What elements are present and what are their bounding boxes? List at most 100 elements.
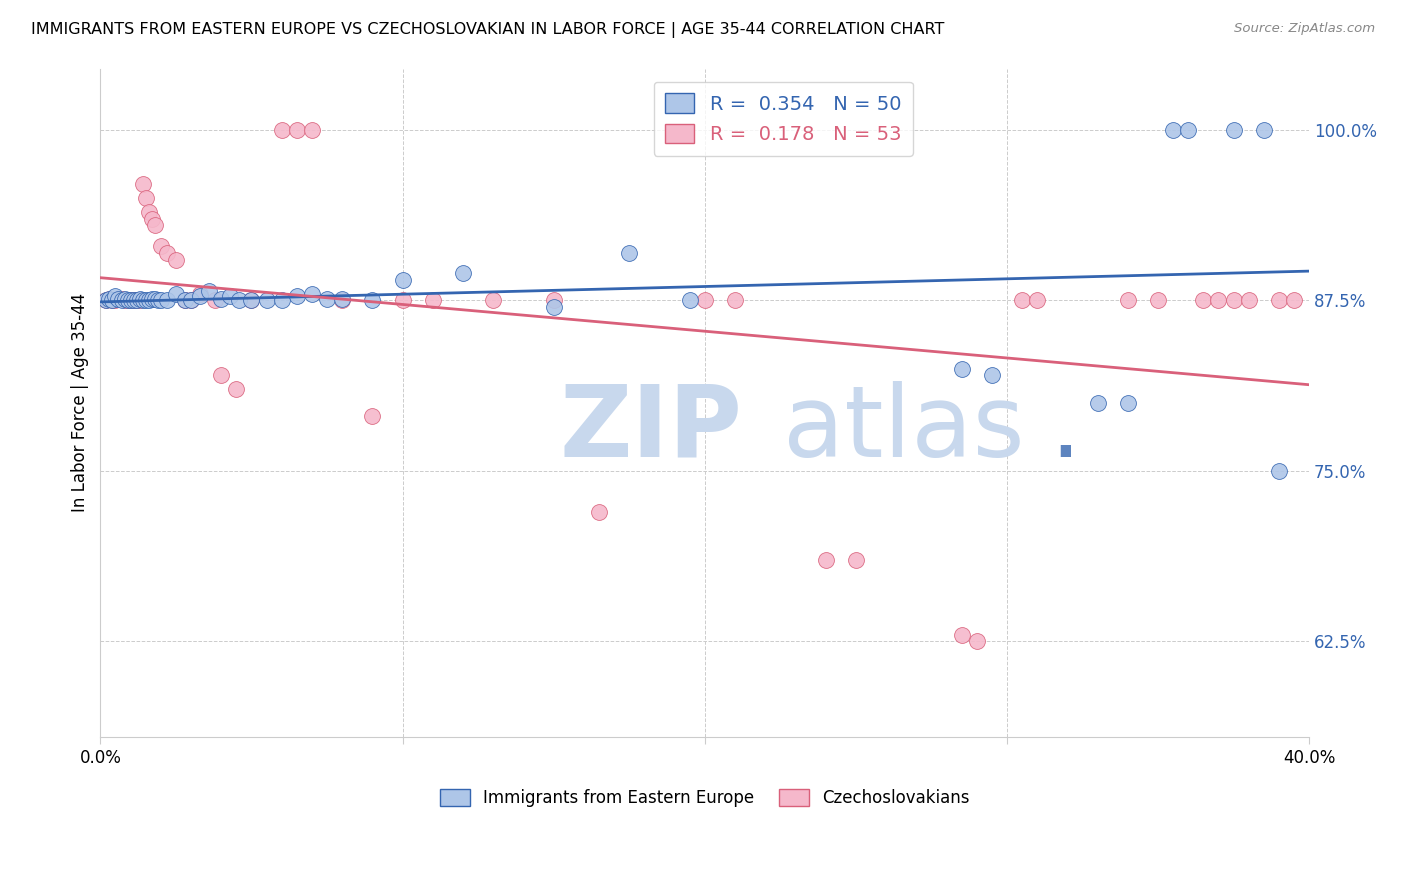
Point: [451, 266, 474, 280]
Legend: Immigrants from Eastern Europe, Czechoslovakians: Immigrants from Eastern Europe, Czechosl…: [433, 782, 977, 814]
Point: [361, 409, 384, 424]
Point: [104, 289, 127, 303]
Point: [724, 293, 747, 308]
Point: [588, 505, 610, 519]
Point: [1253, 123, 1275, 137]
Y-axis label: In Labor Force | Age 35-44: In Labor Force | Age 35-44: [72, 293, 89, 512]
Point: [301, 286, 323, 301]
Point: [174, 293, 197, 308]
Point: [120, 293, 142, 308]
Point: [391, 293, 413, 308]
Point: [128, 293, 150, 308]
Point: [422, 293, 444, 308]
Point: [117, 293, 139, 308]
Point: [1282, 293, 1305, 308]
Point: [225, 382, 247, 396]
Point: [125, 293, 148, 308]
Point: [1222, 123, 1244, 137]
Point: [125, 293, 148, 308]
Point: [165, 286, 187, 301]
Point: [1192, 293, 1215, 308]
Point: [301, 123, 323, 137]
Point: [107, 292, 129, 306]
Text: .: .: [1049, 381, 1081, 478]
Point: [1268, 464, 1291, 478]
Point: [96, 293, 118, 308]
Point: [204, 293, 226, 308]
Point: [678, 293, 700, 308]
Text: ZIP: ZIP: [560, 381, 742, 478]
Point: [149, 293, 172, 308]
Text: IMMIGRANTS FROM EASTERN EUROPE VS CZECHOSLOVAKIAN IN LABOR FORCE | AGE 35-44 COR: IMMIGRANTS FROM EASTERN EUROPE VS CZECHO…: [31, 22, 945, 38]
Point: [1087, 395, 1109, 409]
Point: [98, 292, 121, 306]
Point: [814, 552, 837, 566]
Point: [1208, 293, 1230, 308]
Point: [149, 239, 172, 253]
Point: [98, 292, 121, 306]
Point: [1222, 293, 1244, 308]
Point: [104, 293, 127, 308]
Point: [174, 293, 197, 308]
Point: [617, 245, 640, 260]
Point: [128, 292, 150, 306]
Point: [285, 123, 308, 137]
Point: [165, 252, 187, 267]
Point: [96, 293, 118, 308]
Point: [117, 293, 139, 308]
Point: [391, 273, 413, 287]
Point: [135, 191, 157, 205]
Point: [330, 292, 353, 306]
Point: [219, 289, 242, 303]
Point: [122, 293, 145, 308]
Point: [143, 292, 166, 306]
Point: [1268, 293, 1291, 308]
Point: [131, 293, 153, 308]
Point: [114, 292, 136, 306]
Point: [693, 293, 716, 308]
Point: [1026, 293, 1049, 308]
Point: [114, 293, 136, 308]
Point: [180, 293, 202, 308]
Point: [107, 292, 129, 306]
Point: [1161, 123, 1184, 137]
Point: [543, 300, 565, 314]
Point: [131, 178, 153, 192]
Point: [543, 293, 565, 308]
Point: [1177, 123, 1199, 137]
Point: [256, 293, 278, 308]
Point: [209, 368, 232, 383]
Point: [845, 552, 868, 566]
Point: [966, 634, 988, 648]
Point: [240, 293, 263, 308]
Point: [156, 293, 179, 308]
Point: [120, 293, 142, 308]
Point: [146, 293, 169, 308]
Point: [950, 627, 973, 641]
Text: atlas: atlas: [783, 381, 1025, 478]
Point: [143, 219, 166, 233]
Point: [138, 293, 160, 308]
Point: [1147, 293, 1170, 308]
Point: [1011, 293, 1033, 308]
Point: [138, 204, 160, 219]
Point: [101, 293, 124, 308]
Point: [110, 293, 132, 308]
Point: [270, 293, 292, 308]
Point: [316, 292, 339, 306]
Point: [240, 293, 263, 308]
Point: [270, 123, 292, 137]
Point: [209, 292, 232, 306]
Point: [110, 292, 132, 306]
Point: [1116, 395, 1139, 409]
Point: [285, 289, 308, 303]
Point: [141, 292, 163, 306]
Point: [198, 284, 221, 298]
Point: [188, 289, 211, 303]
Point: [1237, 293, 1260, 308]
Point: [482, 293, 505, 308]
Point: [156, 245, 179, 260]
Point: [950, 361, 973, 376]
Point: [980, 368, 1002, 383]
Point: [122, 293, 145, 308]
